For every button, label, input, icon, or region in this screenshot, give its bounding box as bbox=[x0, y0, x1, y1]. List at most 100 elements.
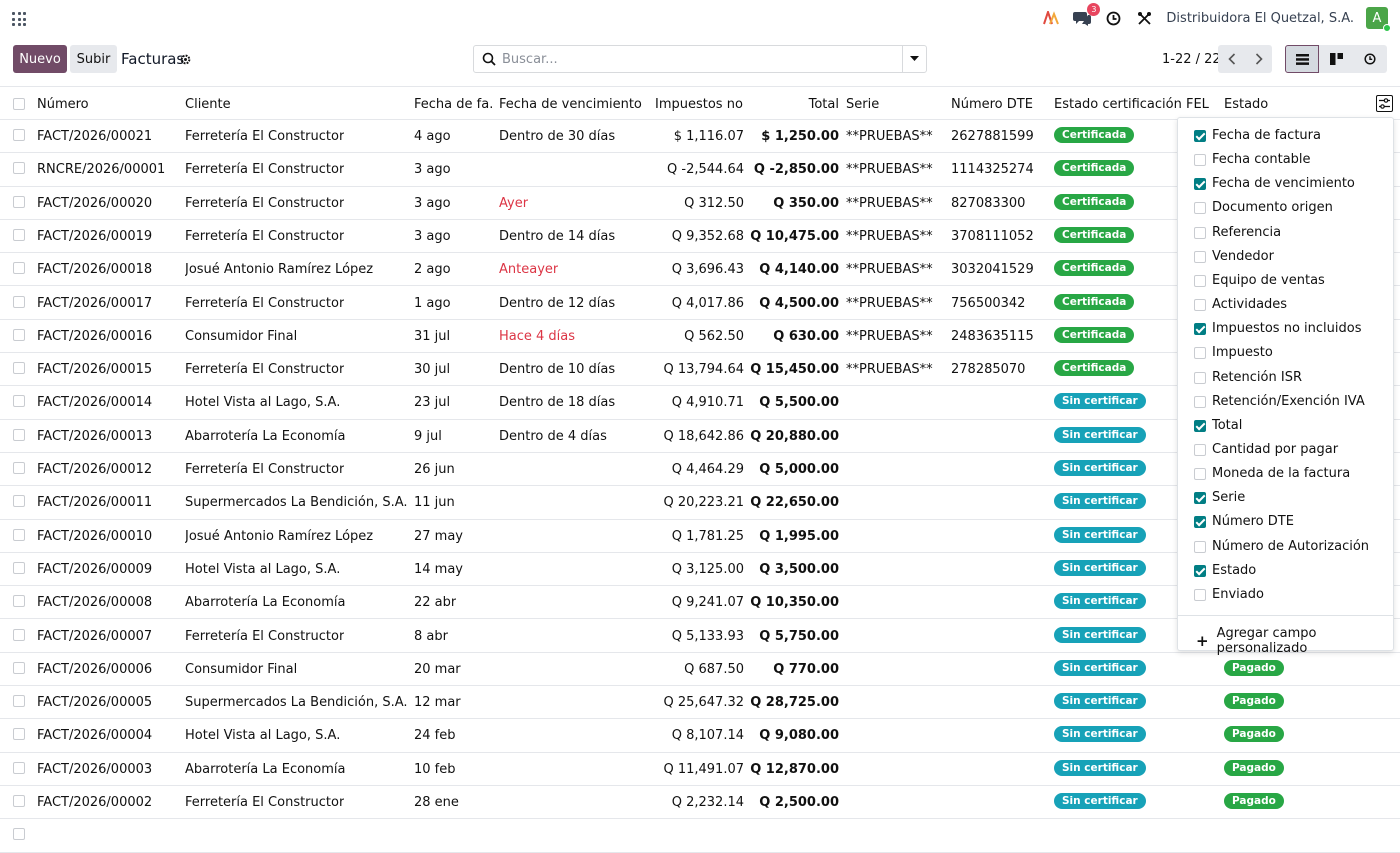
table-row[interactable]: RNCRE/2026/00001 Ferretería El Constructo… bbox=[0, 153, 1400, 187]
optional-column-item[interactable]: Equipo de ventas bbox=[1178, 270, 1395, 292]
row-checkbox[interactable] bbox=[13, 328, 25, 341]
optional-column-checkbox[interactable] bbox=[1194, 540, 1206, 553]
optional-column-item[interactable]: Fecha contable bbox=[1178, 149, 1395, 171]
search-options-toggle[interactable] bbox=[902, 46, 926, 72]
optional-column-item[interactable]: Fecha de factura bbox=[1178, 125, 1395, 147]
optional-column-checkbox[interactable] bbox=[1194, 492, 1206, 505]
row-checkbox[interactable] bbox=[13, 795, 25, 807]
optional-column-item[interactable]: Fecha de vencimiento bbox=[1178, 173, 1395, 195]
activity-view-button[interactable] bbox=[1353, 45, 1387, 73]
optional-column-item[interactable]: Número DTE bbox=[1178, 511, 1395, 533]
optional-column-checkbox[interactable] bbox=[1194, 395, 1206, 408]
optional-column-item[interactable]: Actividades bbox=[1178, 294, 1395, 316]
row-checkbox[interactable] bbox=[13, 561, 25, 574]
row-checkbox[interactable] bbox=[13, 228, 25, 241]
optional-column-item[interactable]: Vendedor bbox=[1178, 246, 1395, 268]
row-checkbox[interactable] bbox=[13, 195, 25, 208]
optional-column-item[interactable]: Retención ISR bbox=[1178, 367, 1395, 389]
row-checkbox[interactable] bbox=[13, 695, 25, 708]
optional-column-item[interactable]: Serie bbox=[1178, 487, 1395, 509]
optional-column-checkbox[interactable] bbox=[1194, 299, 1206, 312]
col-header-fecha-factura[interactable]: Fecha de fa… bbox=[414, 97, 492, 112]
table-row[interactable]: FACT/2026/00007 Ferretería El Constructor… bbox=[0, 620, 1400, 653]
row-checkbox[interactable] bbox=[13, 129, 25, 141]
col-header-numero[interactable]: Número bbox=[37, 97, 89, 112]
row-checkbox[interactable] bbox=[13, 395, 25, 408]
table-row[interactable]: FACT/2026/00017 Ferretería El Constructor… bbox=[0, 287, 1400, 320]
optional-column-item[interactable]: Moneda de la factura bbox=[1178, 463, 1395, 485]
user-avatar[interactable]: A bbox=[1366, 7, 1391, 32]
optional-column-item[interactable]: Cantidad por pagar bbox=[1178, 439, 1395, 461]
optional-column-item[interactable]: Impuesto bbox=[1178, 342, 1395, 364]
optional-column-checkbox[interactable] bbox=[1194, 588, 1206, 601]
chat-icon[interactable]: 3 bbox=[1070, 3, 1101, 30]
col-header-impuestos[interactable]: Impuestos no … bbox=[655, 97, 745, 112]
table-row[interactable]: FACT/2026/00013 Abarrotería La Economía 9 … bbox=[0, 420, 1400, 453]
col-header-serie[interactable]: Serie bbox=[846, 97, 880, 112]
optional-column-checkbox[interactable] bbox=[1194, 226, 1206, 239]
optional-column-item[interactable]: Estado bbox=[1178, 560, 1395, 582]
optional-column-checkbox[interactable] bbox=[1194, 371, 1206, 384]
pager-value[interactable]: 1-22 / 22 bbox=[1162, 52, 1221, 67]
optional-column-item[interactable]: Referencia bbox=[1178, 222, 1395, 244]
optional-column-item[interactable]: Total bbox=[1178, 415, 1395, 437]
optional-columns-toggle[interactable] bbox=[1376, 95, 1393, 112]
company-switcher[interactable]: Distribuidora El Quetzal, S.A. bbox=[1166, 10, 1354, 26]
row-checkbox[interactable] bbox=[13, 761, 25, 774]
row-checkbox[interactable] bbox=[13, 628, 25, 641]
table-row[interactable]: FACT/2026/00016 Consumidor Final 31 jul Hac… bbox=[0, 320, 1400, 354]
optional-column-checkbox[interactable] bbox=[1194, 202, 1206, 215]
table-row[interactable]: FACT/2026/00010 Josué Antonio Ramírez Lóp… bbox=[0, 520, 1400, 553]
optional-column-checkbox[interactable] bbox=[1194, 250, 1206, 263]
table-row[interactable]: FACT/2026/00014 Hotel Vista al Lago, S.A.… bbox=[0, 386, 1400, 420]
optional-column-checkbox[interactable] bbox=[1194, 323, 1206, 336]
row-checkbox[interactable] bbox=[13, 495, 25, 508]
optional-column-checkbox[interactable] bbox=[1194, 178, 1206, 191]
optional-column-item[interactable]: Retención/Exención IVA bbox=[1178, 391, 1395, 413]
col-header-estado[interactable]: Estado bbox=[1224, 97, 1269, 112]
row-checkbox[interactable] bbox=[13, 595, 25, 608]
table-row[interactable]: FACT/2026/00009 Hotel Vista al Lago, S.A.… bbox=[0, 553, 1400, 587]
row-checkbox[interactable] bbox=[13, 462, 25, 474]
search-input[interactable] bbox=[502, 51, 897, 67]
add-custom-field-button[interactable]: + Agregar campo personalizado bbox=[1196, 626, 1393, 656]
optional-column-item[interactable]: Número de Autorización bbox=[1178, 536, 1395, 558]
table-row[interactable]: FACT/2026/00002 Ferretería El Constructor… bbox=[0, 786, 1400, 820]
table-row[interactable]: FACT/2026/00015 Ferretería El Constructor… bbox=[0, 353, 1400, 387]
row-checkbox[interactable] bbox=[13, 362, 25, 375]
optional-column-checkbox[interactable] bbox=[1194, 419, 1206, 432]
table-row[interactable]: FACT/2026/00018 Josué Antonio Ramírez Lóp… bbox=[0, 253, 1400, 287]
pager-next-button[interactable] bbox=[1245, 45, 1272, 73]
ai-icon[interactable] bbox=[1039, 6, 1063, 30]
table-row[interactable]: FACT/2026/00011 Supermercados La Bendició… bbox=[0, 486, 1400, 520]
optional-column-checkbox[interactable] bbox=[1194, 516, 1206, 529]
table-row[interactable]: FACT/2026/00005 Supermercados La Bendició… bbox=[0, 686, 1400, 720]
row-checkbox[interactable] bbox=[13, 828, 25, 841]
apps-menu-icon[interactable] bbox=[12, 12, 26, 26]
table-row[interactable]: FACT/2026/00021 Ferretería El Constructor… bbox=[0, 120, 1400, 154]
col-header-numero-dte[interactable]: Número DTE bbox=[951, 97, 1033, 112]
optional-column-checkbox[interactable] bbox=[1194, 564, 1206, 577]
optional-column-checkbox[interactable] bbox=[1194, 154, 1206, 167]
row-checkbox[interactable] bbox=[13, 162, 25, 175]
kanban-view-button[interactable] bbox=[1319, 45, 1353, 73]
optional-column-item[interactable]: Documento origen bbox=[1178, 197, 1395, 219]
table-row[interactable]: FACT/2026/00006 Consumidor Final 20 mar Q 6… bbox=[0, 653, 1400, 687]
col-header-cliente[interactable]: Cliente bbox=[185, 97, 231, 112]
table-row[interactable]: FACT/2026/00020 Ferretería El Constructor… bbox=[0, 187, 1400, 220]
optional-column-checkbox[interactable] bbox=[1194, 130, 1206, 142]
table-row[interactable]: FACT/2026/00008 Abarrotería La Economía 22… bbox=[0, 586, 1400, 620]
tools-icon[interactable] bbox=[1132, 6, 1156, 30]
clock-icon[interactable] bbox=[1101, 6, 1125, 30]
upload-button[interactable]: Subir bbox=[70, 45, 117, 73]
list-view-button[interactable] bbox=[1285, 45, 1319, 73]
optional-column-item[interactable]: Enviado bbox=[1178, 584, 1395, 606]
row-checkbox[interactable] bbox=[13, 428, 25, 441]
optional-column-checkbox[interactable] bbox=[1194, 443, 1206, 456]
row-checkbox[interactable] bbox=[13, 295, 25, 308]
gear-icon[interactable] bbox=[180, 54, 191, 65]
optional-column-checkbox[interactable] bbox=[1194, 468, 1206, 481]
col-header-fecha-vencimiento[interactable]: Fecha de vencimiento bbox=[499, 97, 642, 112]
row-checkbox[interactable] bbox=[13, 661, 25, 674]
table-row[interactable]: FACT/2026/00019 Ferretería El Constructor… bbox=[0, 220, 1400, 254]
